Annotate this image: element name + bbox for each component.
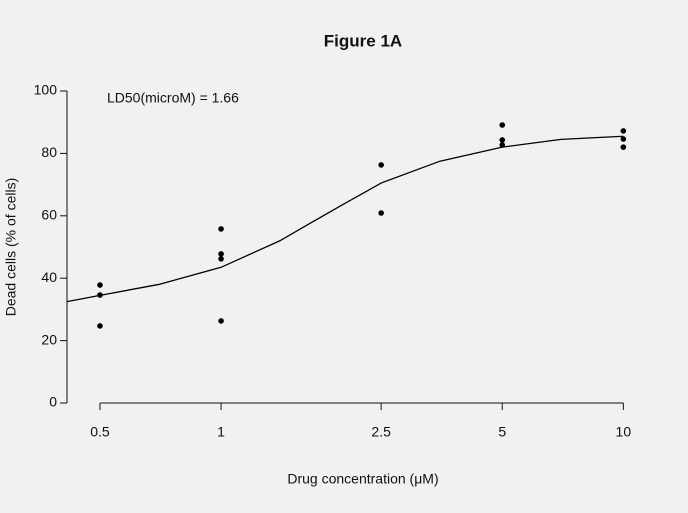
data-point	[97, 282, 103, 288]
data-point	[97, 292, 103, 298]
data-point	[218, 251, 224, 257]
data-point	[620, 144, 627, 150]
data-point	[218, 318, 224, 324]
y-axis-label: Dead cells (% of cells)	[3, 178, 19, 317]
x-tick-label: 1	[217, 424, 225, 440]
data-point	[378, 162, 384, 168]
y-tick-label: 20	[41, 331, 57, 347]
fit-curve	[66, 135, 624, 303]
data-point	[378, 210, 384, 216]
data-point	[499, 142, 506, 148]
y-tick-label: 80	[41, 144, 57, 160]
x-tick-label: 5	[498, 424, 506, 440]
data-point	[499, 137, 506, 143]
x-tick-label: 2.5	[371, 424, 391, 440]
annotation: LD50(microM) = 1.66	[107, 90, 239, 106]
x-axis-label: Drug concentration (μM)	[287, 471, 438, 487]
data-point	[218, 226, 224, 232]
data-point	[499, 122, 506, 128]
chart-title: Figure 1A	[324, 31, 402, 50]
data-point	[218, 256, 224, 262]
data-point	[620, 136, 627, 142]
y-tick-label: 60	[41, 207, 57, 223]
data-point	[97, 323, 103, 329]
data-point	[620, 128, 627, 134]
x-tick-label: 10	[616, 424, 632, 440]
x-tick-label: 0.5	[90, 424, 110, 440]
y-tick-label: 0	[49, 394, 57, 410]
y-tick-label: 40	[41, 269, 57, 285]
y-tick-label: 100	[34, 82, 58, 98]
